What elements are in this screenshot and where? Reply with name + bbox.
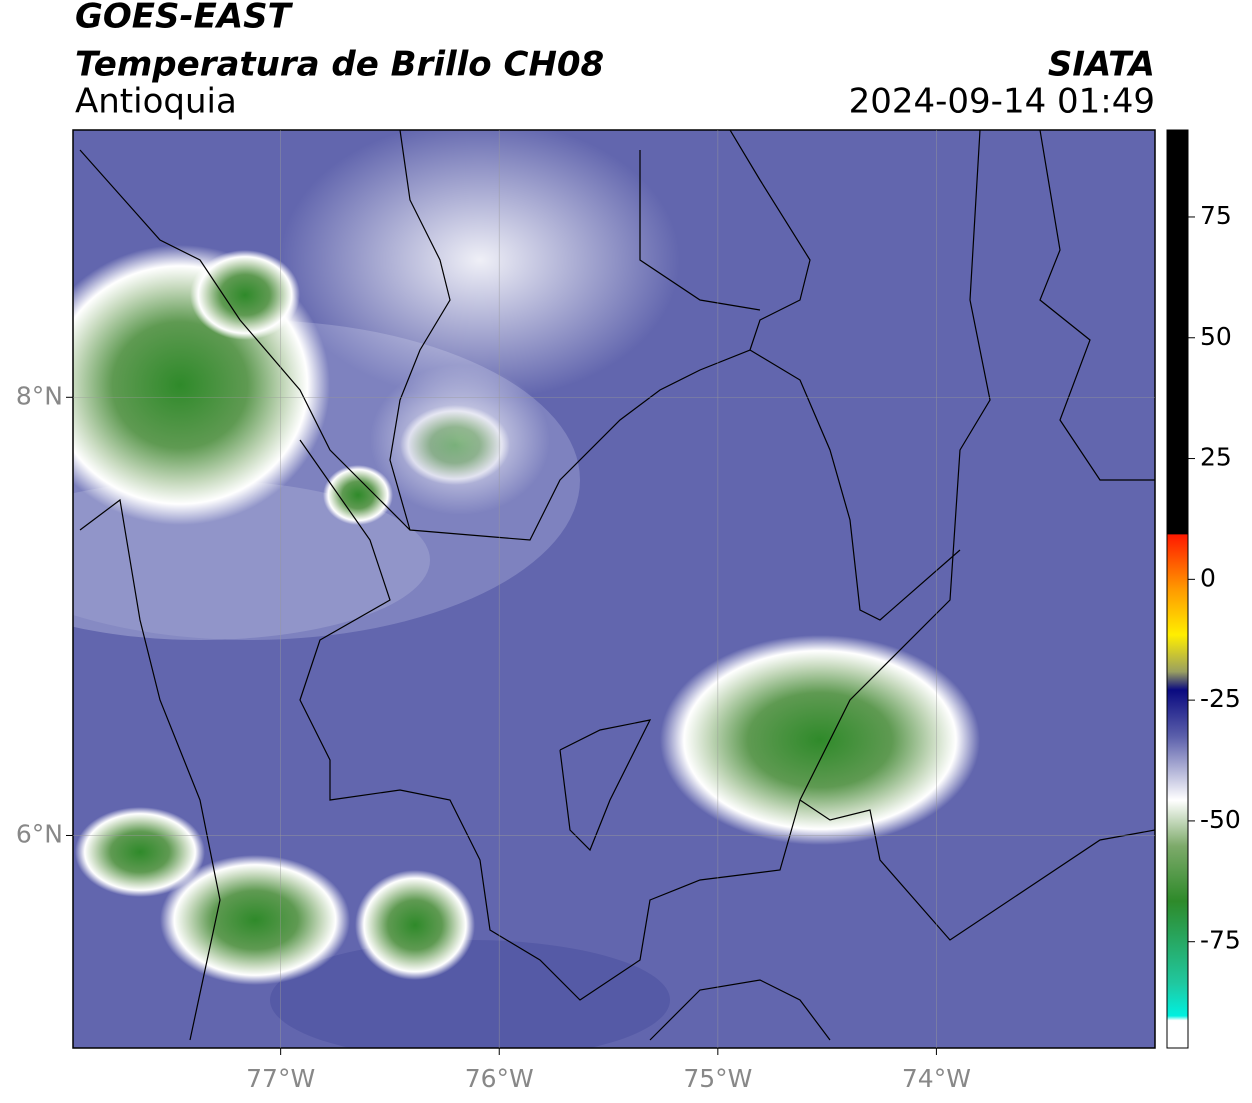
x-tick-label: 77°W [246, 1064, 315, 1093]
datetime: 2024-09-14 01:49 [849, 82, 1155, 122]
title: GOES-EAST [75, 0, 294, 37]
colorbar-tick-label: -25 [1200, 684, 1241, 713]
x-tick-label: 76°W [465, 1064, 534, 1093]
x-tick-label: 75°W [683, 1064, 752, 1093]
y-tick-label: 8°N [16, 381, 63, 410]
colorbar-tick-label: 50 [1200, 322, 1232, 351]
colorbar-tick-label: 0 [1200, 563, 1216, 592]
colorbar-tick-label: -50 [1200, 805, 1241, 834]
map-frame [72, 129, 1156, 1049]
region: Antioquia [75, 82, 237, 122]
colorbar [1166, 129, 1189, 1049]
y-tick-label: 6°N [16, 819, 63, 848]
subtitle: Temperatura de Brillo CH08 [75, 45, 604, 85]
colorbar-tick-label: -75 [1200, 926, 1241, 955]
x-tick-label: 74°W [902, 1064, 971, 1093]
colorbar-tick-label: 75 [1200, 201, 1232, 230]
map-image [73, 130, 1155, 1048]
colorbar-tick-label: 25 [1200, 443, 1232, 472]
source: SIATA [1048, 45, 1155, 85]
